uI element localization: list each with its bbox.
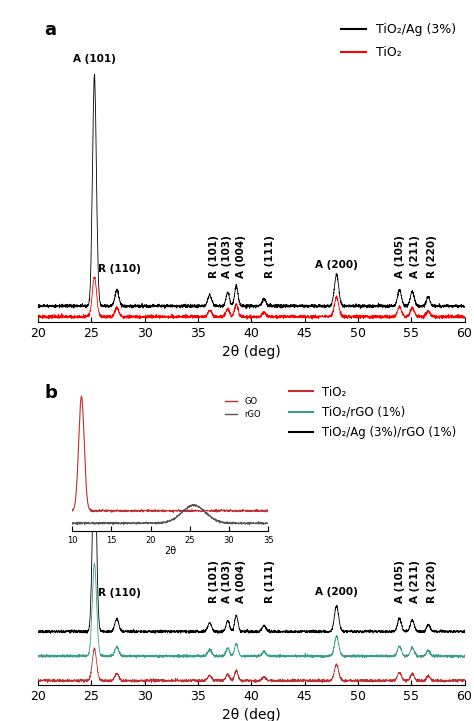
Text: A (004): A (004) <box>236 559 246 603</box>
Text: A (105): A (105) <box>395 559 405 603</box>
Text: R (111): R (111) <box>265 559 275 603</box>
X-axis label: 2θ (deg): 2θ (deg) <box>222 345 281 360</box>
Text: A (211): A (211) <box>410 234 420 278</box>
Text: A (101): A (101) <box>73 417 116 426</box>
Legend: TiO₂/Ag (3%), TiO₂: TiO₂/Ag (3%), TiO₂ <box>336 18 461 64</box>
Text: A (105): A (105) <box>395 234 405 278</box>
Text: A (200): A (200) <box>315 260 358 270</box>
Text: R (220): R (220) <box>427 559 437 603</box>
Legend: TiO₂, TiO₂/rGO (1%), TiO₂/Ag (3%)/rGO (1%): TiO₂, TiO₂/rGO (1%), TiO₂/Ag (3%)/rGO (1… <box>284 381 461 443</box>
Text: A (103): A (103) <box>222 234 232 278</box>
Text: A (101): A (101) <box>73 54 116 64</box>
Text: R (220): R (220) <box>427 234 437 278</box>
Text: A (211): A (211) <box>410 559 420 603</box>
Text: R (101): R (101) <box>209 559 219 603</box>
Text: b: b <box>45 384 57 402</box>
Text: R (110): R (110) <box>98 264 140 274</box>
Text: R (111): R (111) <box>265 234 275 278</box>
Text: a: a <box>45 21 56 38</box>
Text: A (004): A (004) <box>236 234 246 278</box>
Text: R (110): R (110) <box>98 588 140 598</box>
Text: A (103): A (103) <box>222 559 232 603</box>
X-axis label: 2θ (deg): 2θ (deg) <box>222 708 281 721</box>
Text: A (200): A (200) <box>315 587 358 597</box>
Text: R (101): R (101) <box>209 234 219 278</box>
